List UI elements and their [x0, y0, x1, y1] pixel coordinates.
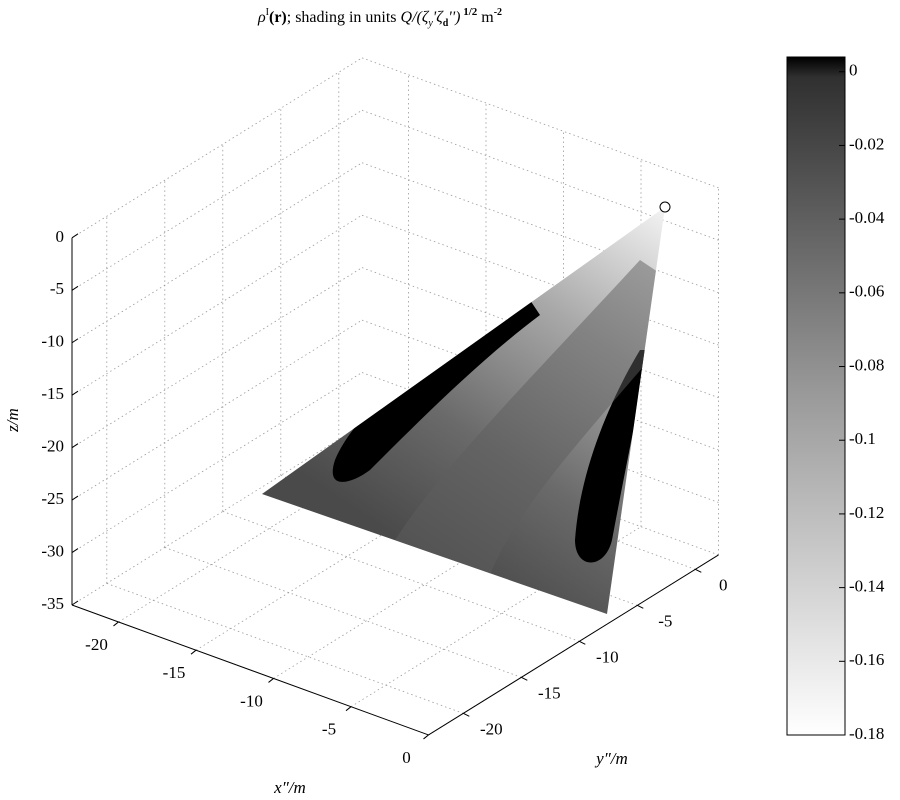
surface-contours [332, 260, 665, 575]
grid-line [71, 424, 363, 606]
colorbar-tick-label: -0.18 [849, 724, 884, 743]
y-tick [521, 676, 528, 681]
contour-lobe [575, 350, 648, 563]
z-tick [71, 285, 79, 291]
title-part: m [477, 9, 494, 26]
z-axis-label: z/m [3, 408, 22, 433]
z-tick-label: -10 [41, 332, 64, 351]
y-tick-label: -10 [596, 647, 619, 666]
grid-line [106, 583, 464, 714]
colorbar-tick-label: -0.08 [849, 355, 884, 374]
x-tick [423, 734, 429, 740]
y-tick-label: -20 [480, 719, 503, 738]
grid-line [222, 511, 580, 642]
z-tick-label: -15 [41, 384, 64, 403]
surface [262, 201, 671, 614]
grid-line [71, 57, 363, 239]
grid-line [361, 214, 719, 346]
y-tick-label: -15 [538, 683, 561, 702]
z-tick [71, 233, 79, 239]
x-tick-label: 0 [402, 748, 411, 767]
y-tick [637, 604, 644, 609]
x-tick-label: -20 [85, 635, 108, 654]
grid-line [361, 109, 719, 241]
grid-line [361, 162, 719, 294]
grid-line [71, 267, 363, 448]
z-tick [71, 443, 79, 449]
colorbar-tick-label: -0.1 [849, 429, 876, 448]
x-axis-label: x″/m [273, 778, 306, 797]
z-tick [71, 600, 79, 606]
x-tick [113, 621, 119, 627]
title-part: ; shading in units [287, 9, 401, 26]
y-tick-label: 0 [719, 575, 728, 594]
colorbar-tick-label: -0.16 [849, 650, 884, 669]
title-part: I [266, 7, 269, 18]
y-tick [579, 640, 586, 645]
title-part: -2 [494, 7, 502, 18]
z-tick [71, 548, 79, 553]
x-tick-label: -15 [163, 663, 186, 682]
title-part: Q/(ζ [401, 9, 430, 26]
x-tick-label: -10 [240, 691, 263, 710]
grid-line [361, 57, 719, 189]
colorbar-ramp [786, 56, 846, 736]
y-axis-label: y″/m [594, 749, 628, 768]
z-tick [71, 338, 79, 344]
colorbar-tick-label: -0.04 [849, 208, 885, 227]
title-part: d [443, 18, 449, 29]
z-tick-label: -5 [50, 279, 64, 298]
grid-line [71, 162, 363, 344]
x-tick [190, 649, 197, 655]
grid-line [71, 214, 363, 396]
contour-band [395, 260, 665, 575]
chart-title: ρI(r); shading in units Q/(ζy'ζd'') 1/2 … [257, 6, 502, 29]
surface-patch [262, 207, 665, 614]
title-part: 1/2 [460, 6, 477, 18]
z-tick-label: -30 [41, 541, 64, 560]
x-tick [268, 678, 274, 683]
z-tick [71, 495, 79, 501]
colorbar-tick-label: -0.06 [849, 282, 884, 301]
colorbar-tick-label: -0.02 [849, 134, 884, 153]
y-tick [463, 712, 470, 717]
colorbar-tick-label: -0.14 [849, 577, 885, 596]
grid-line [71, 109, 363, 291]
grid-line [71, 319, 363, 501]
title-part: ρ [257, 9, 266, 26]
colorbar: 0 -0.02 -0.04 -0.06 -0.08 -0.1 -0.12 -0.14 -0.16… [786, 56, 885, 743]
y-axis-line [428, 554, 719, 736]
z-tick-label: -25 [41, 489, 64, 508]
z-tick-label: -35 [41, 594, 64, 613]
title-part: y [427, 18, 433, 29]
z-tick-label: 0 [56, 227, 65, 246]
contour-lobe [332, 300, 540, 482]
y-tick [695, 568, 702, 573]
x-tick-label: -5 [322, 720, 336, 739]
axes: 0 -5 -10 -15 -20 -25 -30 -35 -20 -15 -10 -5 0 -20 -15 -… [41, 227, 727, 767]
title-part: '') [448, 9, 460, 26]
z-tick [71, 390, 79, 396]
colorbar-tick-label: -0.12 [849, 503, 884, 522]
x-tick [345, 706, 352, 712]
title-part: 'ζ [433, 9, 444, 26]
grid-line [71, 372, 363, 553]
y-tick-label: -5 [658, 611, 672, 630]
z-tick-label: -20 [41, 437, 64, 456]
title-part: (r) [269, 9, 287, 26]
grid-line [164, 547, 522, 678]
colorbar-tick-label: 0 [849, 61, 858, 80]
source-marker [659, 201, 671, 213]
x-axis-line [71, 604, 429, 736]
